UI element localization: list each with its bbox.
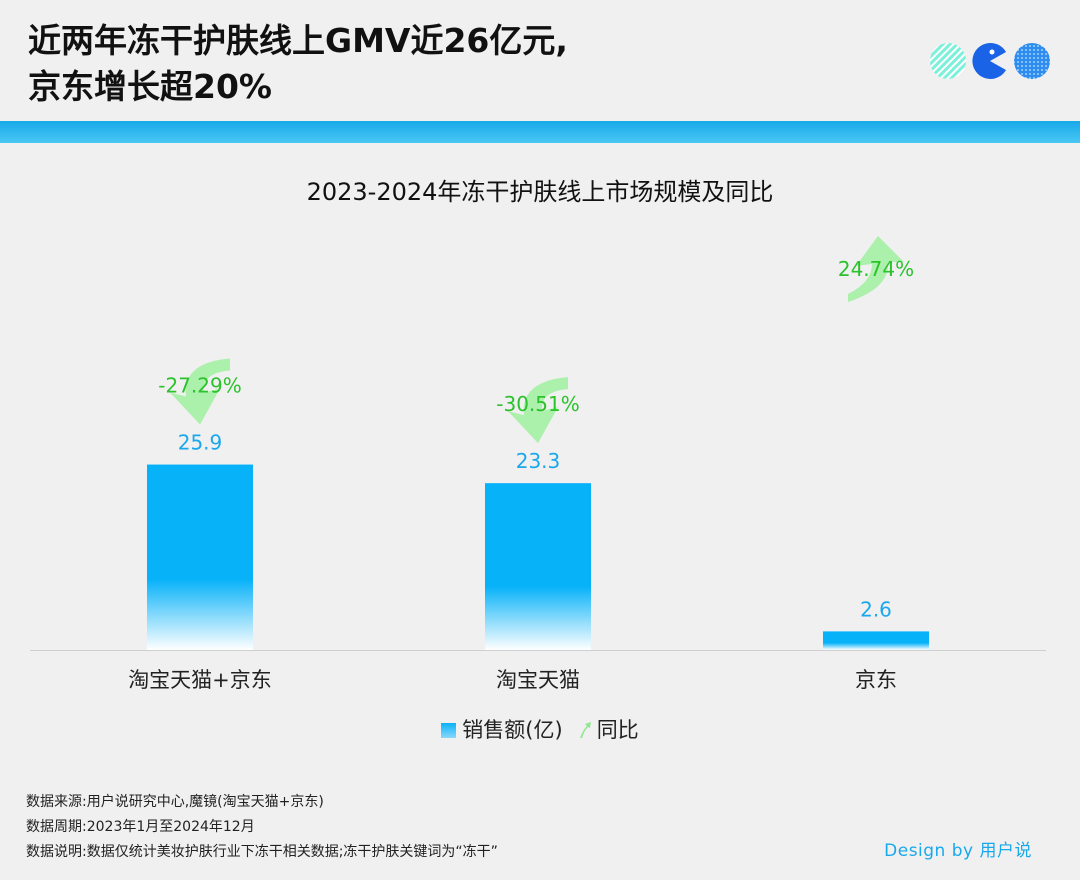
category-label-1: 淘宝天猫+京东 [128, 668, 272, 692]
chart-legend: 销售额(亿) 同比 [0, 714, 1080, 744]
note-period: 数据周期:2023年1月至2024年12月 [26, 819, 255, 835]
bar-chart: 25.9 淘宝天猫+京东 -27.29% 23.3 淘宝天猫 -30.51% 2.6 京东 24… [30, 236, 1046, 692]
bar-3 [823, 631, 929, 650]
logo-dotted-circle [1014, 43, 1050, 79]
bar-value-label-1: 25.9 [178, 431, 223, 455]
category-label-3: 京东 [855, 668, 897, 692]
yoy-down-arrow-icon-1 [170, 358, 230, 425]
brand-logo [930, 42, 1050, 79]
category-label-2: 淘宝天猫 [496, 668, 580, 692]
logo-striped-circle [930, 43, 966, 79]
yoy-label-2: -30.51% [496, 392, 579, 416]
header-band [0, 121, 1080, 143]
bar-value-label-3: 2.6 [860, 597, 892, 621]
yoy-label-1: -27.29% [158, 374, 241, 398]
headline-line-2: 京东增长超20% [28, 67, 272, 106]
footnotes: 数据来源:用户说研究中心,魔镜(淘宝天猫+京东) 数据周期:2023年1月至20… [26, 790, 498, 865]
logo-pacman-shape [972, 42, 1006, 79]
legend-yoy-arrow-icon [579, 722, 591, 738]
bar-value-label-2: 23.3 [516, 449, 561, 473]
legend-yoy-label: 同比 [596, 718, 639, 742]
note-description: 数据说明:数据仅统计美妆护肤行业下冻干相关数据;冻干护肤关键词为“冻干” [26, 844, 498, 860]
yoy-down-arrow-icon-2 [508, 377, 568, 444]
yoy-up-arrow-icon-3 [848, 236, 904, 302]
design-credit: Design by 用户说 [884, 841, 1032, 861]
chart-title: 2023-2024年冻干护肤线上市场规模及同比 [306, 178, 774, 206]
bar-2 [485, 483, 591, 650]
legend-sales-swatch [441, 723, 457, 738]
note-source: 数据来源:用户说研究中心,魔镜(淘宝天猫+京东) [26, 794, 324, 810]
headline: 近两年冻干护肤线上GMV近26亿元, 京东增长超20% [28, 18, 788, 110]
legend-sales-label: 销售额(亿) [462, 718, 563, 742]
yoy-label-3: 24.74% [838, 257, 914, 281]
headline-line-1: 近两年冻干护肤线上GMV近26亿元, [28, 21, 568, 60]
bar-1 [147, 464, 253, 650]
